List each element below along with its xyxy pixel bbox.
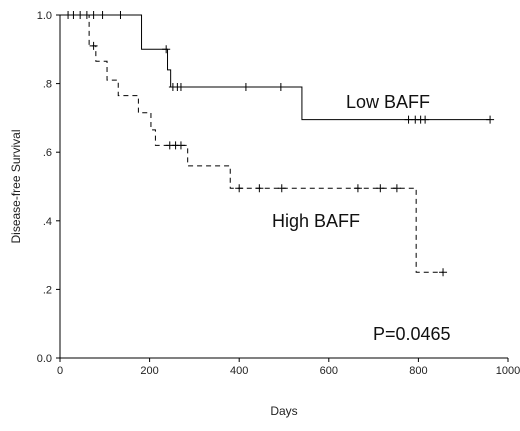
censor-mark-high-baff [353,184,362,193]
censor-mark-low-baff [162,45,171,54]
y-tick-label: 0.0 [37,353,52,365]
y-tick-label: .2 [43,284,52,296]
censor-mark-low-baff [89,11,98,19]
x-tick-label: 0 [57,365,63,377]
x-tick-label: 200 [140,365,158,377]
censor-mark-low-baff [404,115,413,124]
x-axis-title: Days [270,404,297,418]
censor-mark-high-baff [176,141,185,150]
x-tick-label: 400 [230,365,248,377]
censor-mark-high-baff [277,184,286,193]
censor-mark-low-baff [98,11,107,19]
y-tick-label: 1.0 [37,10,52,22]
censor-mark-high-baff [255,184,264,193]
censor-mark-low-baff [421,115,430,124]
series-label-high-baff: High BAFF [272,211,360,231]
series-layer [60,14,491,273]
series-label-low-baff: Low BAFF [346,92,430,112]
axes [59,15,508,359]
censor-mark-high-baff [89,41,98,50]
censor-mark-low-baff [116,11,125,19]
censor-mark-low-baff [82,11,91,19]
censor-marks [64,11,495,277]
series-line-high-baff [60,14,444,273]
censor-mark-high-baff [439,268,448,277]
x-tick-label: 1000 [496,365,520,377]
censor-mark-low-baff [486,115,495,124]
series-line-low-baff [60,14,491,121]
censor-mark-low-baff [69,11,78,19]
censor-mark-low-baff [241,83,250,92]
y-axis-title: Disease-free Survival [9,129,23,243]
y-tick-label: .6 [43,147,52,159]
x-tick-label: 800 [409,365,427,377]
censor-mark-high-baff [376,184,385,193]
censor-mark-low-baff [176,83,185,92]
p-value-annotation: P=0.0465 [373,324,451,344]
y-tick-label: .8 [43,79,52,91]
x-tick-label: 600 [320,365,338,377]
censor-mark-low-baff [76,11,85,19]
censor-mark-high-baff [392,184,401,193]
censor-mark-low-baff [276,83,285,92]
y-tick-label: .4 [43,216,52,228]
censor-mark-high-baff [235,184,244,193]
ticks: 0 200 400 600 800 1000 0.0 .2 .4 .6 .8 1.0 [37,10,520,377]
